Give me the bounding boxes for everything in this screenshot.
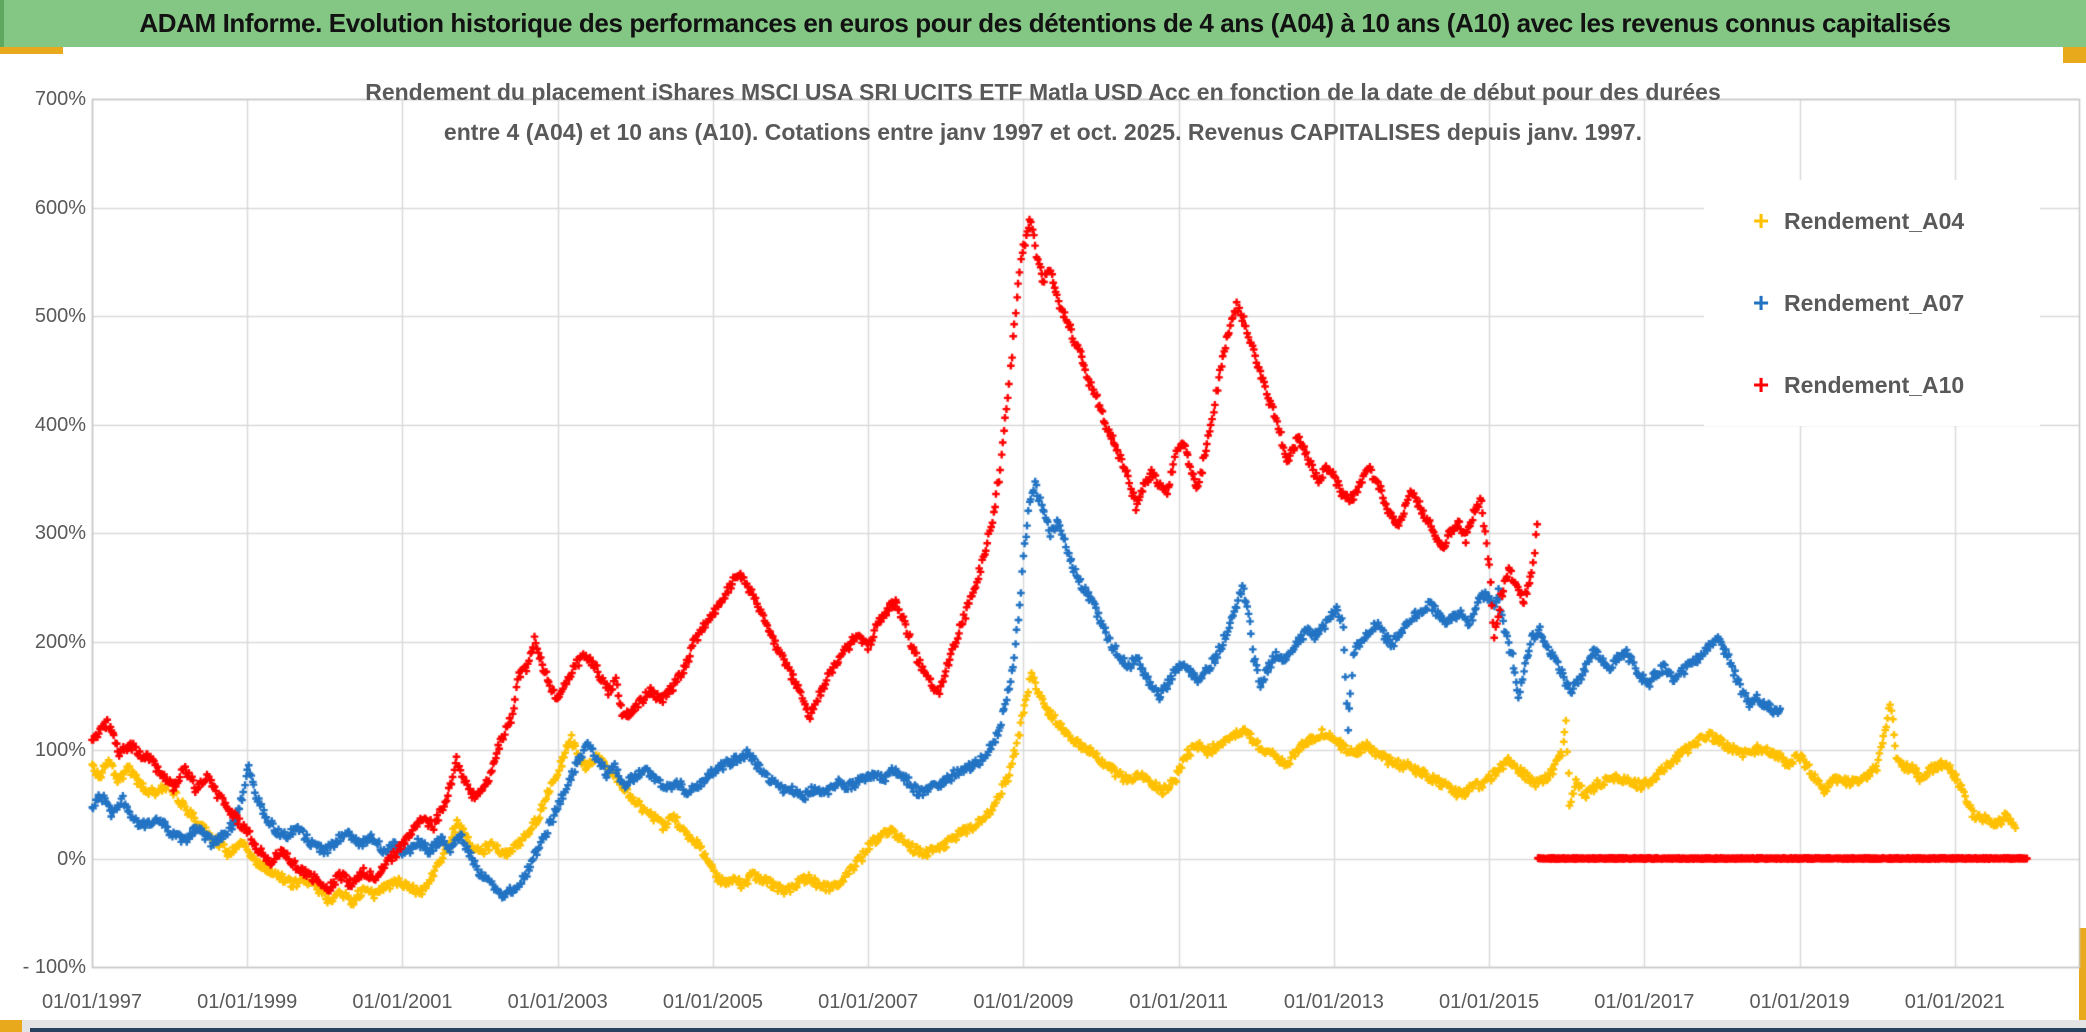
chart-legend: + Rendement_A04 + Rendement_A07 + Rendement_A… <box>1704 180 2040 426</box>
y-axis-label: 400% <box>34 413 86 436</box>
legend-item-label: Rendement_A04 <box>1784 207 1965 234</box>
x-axis-label: 01/01/2013 <box>1283 991 1384 1013</box>
y-axis-label: 700% <box>34 88 86 110</box>
y-axis-label: 600% <box>34 196 86 219</box>
legend-item-label: Rendement_A07 <box>1784 289 1965 316</box>
x-axis-label: 01/01/2015 <box>1439 991 1540 1013</box>
y-axis-label: 200% <box>34 630 86 653</box>
x-axis-label: 01/01/2009 <box>973 991 1074 1013</box>
legend-item-rendement_a07[interactable]: + Rendement_A07 <box>1704 287 2040 318</box>
bottom-left-accent <box>0 1020 22 1032</box>
chart-title-line-1: Rendement du placement iShares MSCI USA … <box>365 79 1721 105</box>
plus-marker-icon: + <box>1752 205 1770 236</box>
x-axis-label: 01/01/2007 <box>818 991 919 1013</box>
legend-item-label: Rendement_A10 <box>1784 371 1965 398</box>
y-axis-label: 0% <box>57 847 86 870</box>
plus-marker-icon: + <box>1752 287 1770 318</box>
x-axis-label: 01/01/1997 <box>41 991 143 1013</box>
x-axis-label: 01/01/2019 <box>1749 991 1850 1013</box>
y-axis-label: 500% <box>34 305 86 327</box>
x-axis-label: 01/01/2021 <box>1904 991 2005 1013</box>
x-axis-label: 01/01/2017 <box>1594 991 1695 1013</box>
x-axis-label: 01/01/1999 <box>197 991 298 1013</box>
bottom-window-edge <box>30 1028 2086 1032</box>
x-axis-label: 01/01/2011 <box>1129 991 1228 1013</box>
chart-title-line-2: entre 4 (A04) et 10 ans (A10). Cotations… <box>443 119 1643 145</box>
y-axis-label: - 100% <box>22 956 86 978</box>
x-axis-label: 01/01/2003 <box>507 991 608 1013</box>
chart-title: Rendement du placement iShares MSCI USA … <box>365 72 1721 152</box>
y-axis-label: 300% <box>34 522 86 544</box>
legend-item-rendement_a04[interactable]: + Rendement_A04 <box>1704 205 2040 236</box>
plus-marker-icon: + <box>1752 369 1770 400</box>
x-axis-label: 01/01/2005 <box>662 991 763 1013</box>
legend-item-rendement_a10[interactable]: + Rendement_A10 <box>1704 369 2040 400</box>
x-axis-label: 01/01/2001 <box>352 991 453 1013</box>
y-axis-label: 100% <box>34 739 86 761</box>
